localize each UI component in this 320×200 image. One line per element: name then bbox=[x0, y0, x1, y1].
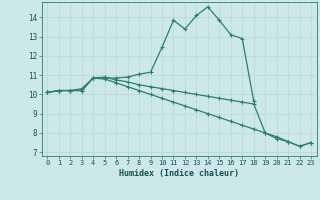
X-axis label: Humidex (Indice chaleur): Humidex (Indice chaleur) bbox=[119, 169, 239, 178]
